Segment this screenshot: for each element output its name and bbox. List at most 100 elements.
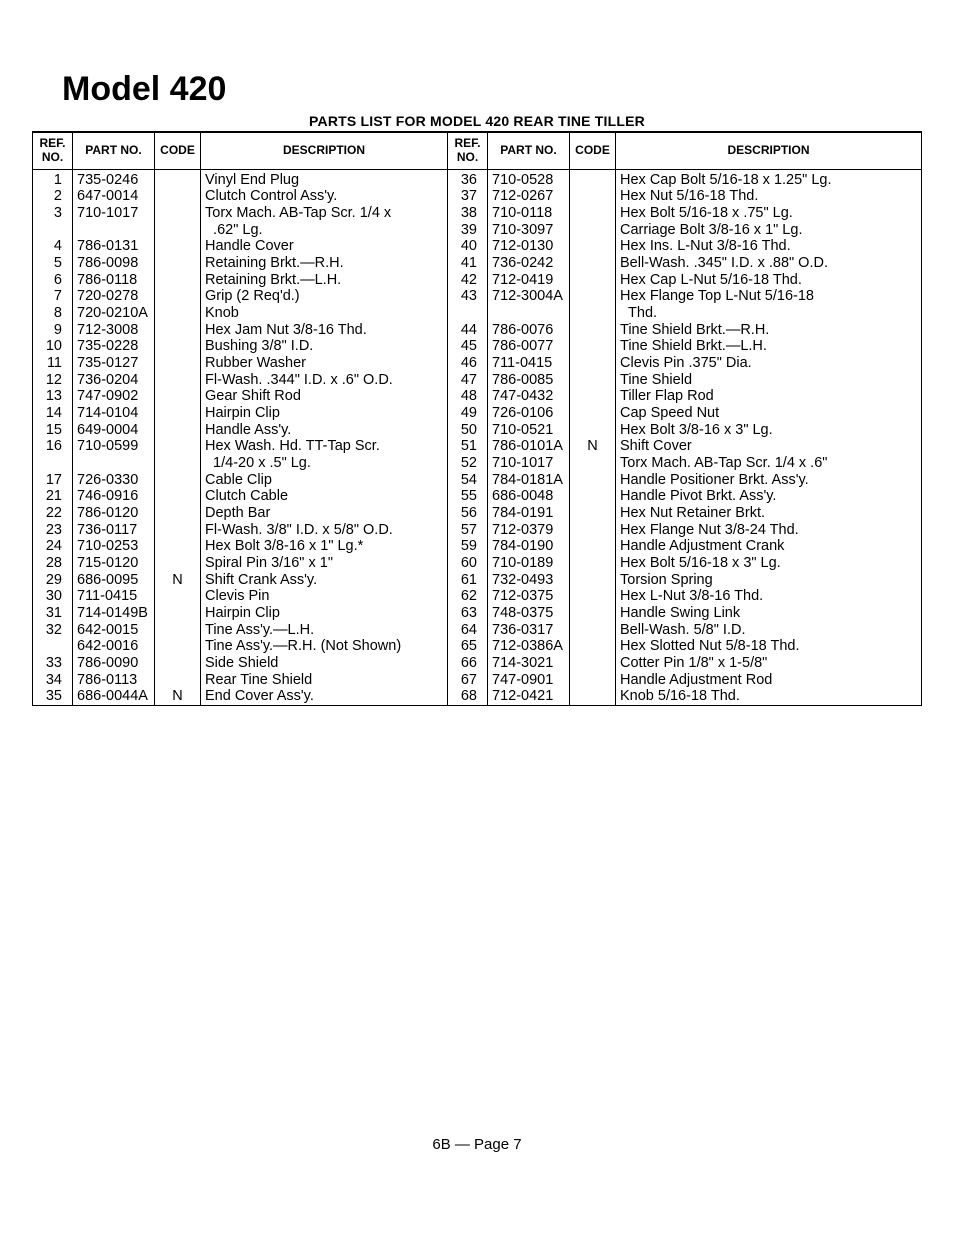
table-row: 8720-0210AKnob Thd. — [33, 305, 922, 322]
cell-code — [155, 422, 201, 439]
cell-refno: 23 — [33, 522, 73, 539]
cell-code — [155, 205, 201, 222]
cell-refno: 67 — [448, 672, 488, 689]
cell-partno: 735-0228 — [73, 338, 155, 355]
cell-code — [570, 472, 616, 489]
cell-code — [155, 288, 201, 305]
cell-code — [570, 505, 616, 522]
cell-desc: Handle Ass'y. — [201, 422, 448, 439]
cell-desc: Retaining Brkt.—L.H. — [201, 272, 448, 289]
cell-desc: Clevis Pin — [201, 588, 448, 605]
cell-code — [570, 588, 616, 605]
cell-code — [570, 522, 616, 539]
table-row: 33786-0090Side Shield66714-3021Cotter Pi… — [33, 655, 922, 672]
cell-partno: 747-0902 — [73, 388, 155, 405]
cell-partno: 710-0521 — [488, 422, 570, 439]
cell-partno: 711-0415 — [488, 355, 570, 372]
cell-desc: Hex L-Nut 3/8-16 Thd. — [616, 588, 922, 605]
cell-partno: 784-0191 — [488, 505, 570, 522]
cell-refno: 33 — [33, 655, 73, 672]
cell-refno: 8 — [33, 305, 73, 322]
cell-code — [155, 305, 201, 322]
cell-refno: 22 — [33, 505, 73, 522]
cell-partno: 714-0149B — [73, 605, 155, 622]
cell-code — [155, 522, 201, 539]
cell-refno: 52 — [448, 455, 488, 472]
cell-desc: Rear Tine Shield — [201, 672, 448, 689]
cell-partno: 786-0098 — [73, 255, 155, 272]
cell-refno: 47 — [448, 372, 488, 389]
th-ref2: REF. NO. — [448, 132, 488, 169]
cell-partno: 710-0599 — [73, 438, 155, 455]
page-title: Model 420 — [62, 70, 922, 109]
cell-partno: 720-0278 — [73, 288, 155, 305]
cell-refno: 4 — [33, 238, 73, 255]
cell-code — [155, 472, 201, 489]
cell-partno: 786-0090 — [73, 655, 155, 672]
table-row: 17726-0330Cable Clip54784-0181AHandle Po… — [33, 472, 922, 489]
cell-code — [155, 455, 201, 472]
cell-desc: Thd. — [616, 305, 922, 322]
th-code2: CODE — [570, 132, 616, 169]
cell-refno: 37 — [448, 188, 488, 205]
cell-partno: 712-0421 — [488, 688, 570, 705]
cell-desc: Knob — [201, 305, 448, 322]
cell-code — [155, 405, 201, 422]
cell-desc: Cap Speed Nut — [616, 405, 922, 422]
cell-code — [570, 222, 616, 239]
cell-code — [155, 355, 201, 372]
cell-partno: 736-0204 — [73, 372, 155, 389]
cell-refno: 48 — [448, 388, 488, 405]
cell-partno: 786-0077 — [488, 338, 570, 355]
cell-desc: Handle Adjustment Crank — [616, 538, 922, 555]
cell-desc: Hex Cap L-Nut 5/16-18 Thd. — [616, 272, 922, 289]
cell-partno: 736-0317 — [488, 622, 570, 639]
cell-code — [155, 272, 201, 289]
cell-desc: Tine Shield Brkt.—L.H. — [616, 338, 922, 355]
cell-refno: 7 — [33, 288, 73, 305]
cell-refno: 21 — [33, 488, 73, 505]
cell-desc: Hex Cap Bolt 5/16-18 x 1.25" Lg. — [616, 172, 922, 189]
cell-refno: 56 — [448, 505, 488, 522]
table-row: 29686-0095NShift Crank Ass'y.61732-0493T… — [33, 572, 922, 589]
cell-code — [155, 255, 201, 272]
cell-desc: Bushing 3/8" I.D. — [201, 338, 448, 355]
cell-desc: Shift Crank Ass'y. — [201, 572, 448, 589]
cell-code — [570, 488, 616, 505]
cell-desc: Retaining Brkt.—R.H. — [201, 255, 448, 272]
cell-code — [155, 588, 201, 605]
cell-partno: 642-0015 — [73, 622, 155, 639]
cell-refno: 24 — [33, 538, 73, 555]
cell-refno: 31 — [33, 605, 73, 622]
cell-refno: 1 — [33, 172, 73, 189]
table-row: 28715-0120Spiral Pin 3/16" x 1"60710-018… — [33, 555, 922, 572]
cell-refno — [448, 305, 488, 322]
cell-desc: Hex Nut 5/16-18 Thd. — [616, 188, 922, 205]
cell-refno: 41 — [448, 255, 488, 272]
cell-desc: Handle Adjustment Rod — [616, 672, 922, 689]
table-row: 23736-0117Fl-Wash. 3/8" I.D. x 5/8" O.D.… — [33, 522, 922, 539]
th-desc: DESCRIPTION — [201, 132, 448, 169]
cell-refno: 51 — [448, 438, 488, 455]
cell-partno: 712-0267 — [488, 188, 570, 205]
cell-desc: Cotter Pin 1/8" x 1-5/8" — [616, 655, 922, 672]
cell-refno: 65 — [448, 638, 488, 655]
cell-code — [155, 372, 201, 389]
cell-partno: 686-0044A — [73, 688, 155, 705]
cell-refno: 9 — [33, 322, 73, 339]
table-row: 35686-0044ANEnd Cover Ass'y.68712-0421Kn… — [33, 688, 922, 705]
table-row: 21746-0916Clutch Cable55686-0048Handle P… — [33, 488, 922, 505]
cell-refno: 13 — [33, 388, 73, 405]
cell-code — [570, 272, 616, 289]
cell-partno: 712-3004A — [488, 288, 570, 305]
cell-refno: 44 — [448, 322, 488, 339]
cell-refno: 34 — [33, 672, 73, 689]
cell-partno: 726-0330 — [73, 472, 155, 489]
cell-desc: Carriage Bolt 3/8-16 x 1" Lg. — [616, 222, 922, 239]
cell-code — [570, 672, 616, 689]
cell-partno: 710-0253 — [73, 538, 155, 555]
cell-code — [570, 172, 616, 189]
cell-partno: 748-0375 — [488, 605, 570, 622]
cell-code — [570, 322, 616, 339]
cell-desc: Handle Pivot Brkt. Ass'y. — [616, 488, 922, 505]
